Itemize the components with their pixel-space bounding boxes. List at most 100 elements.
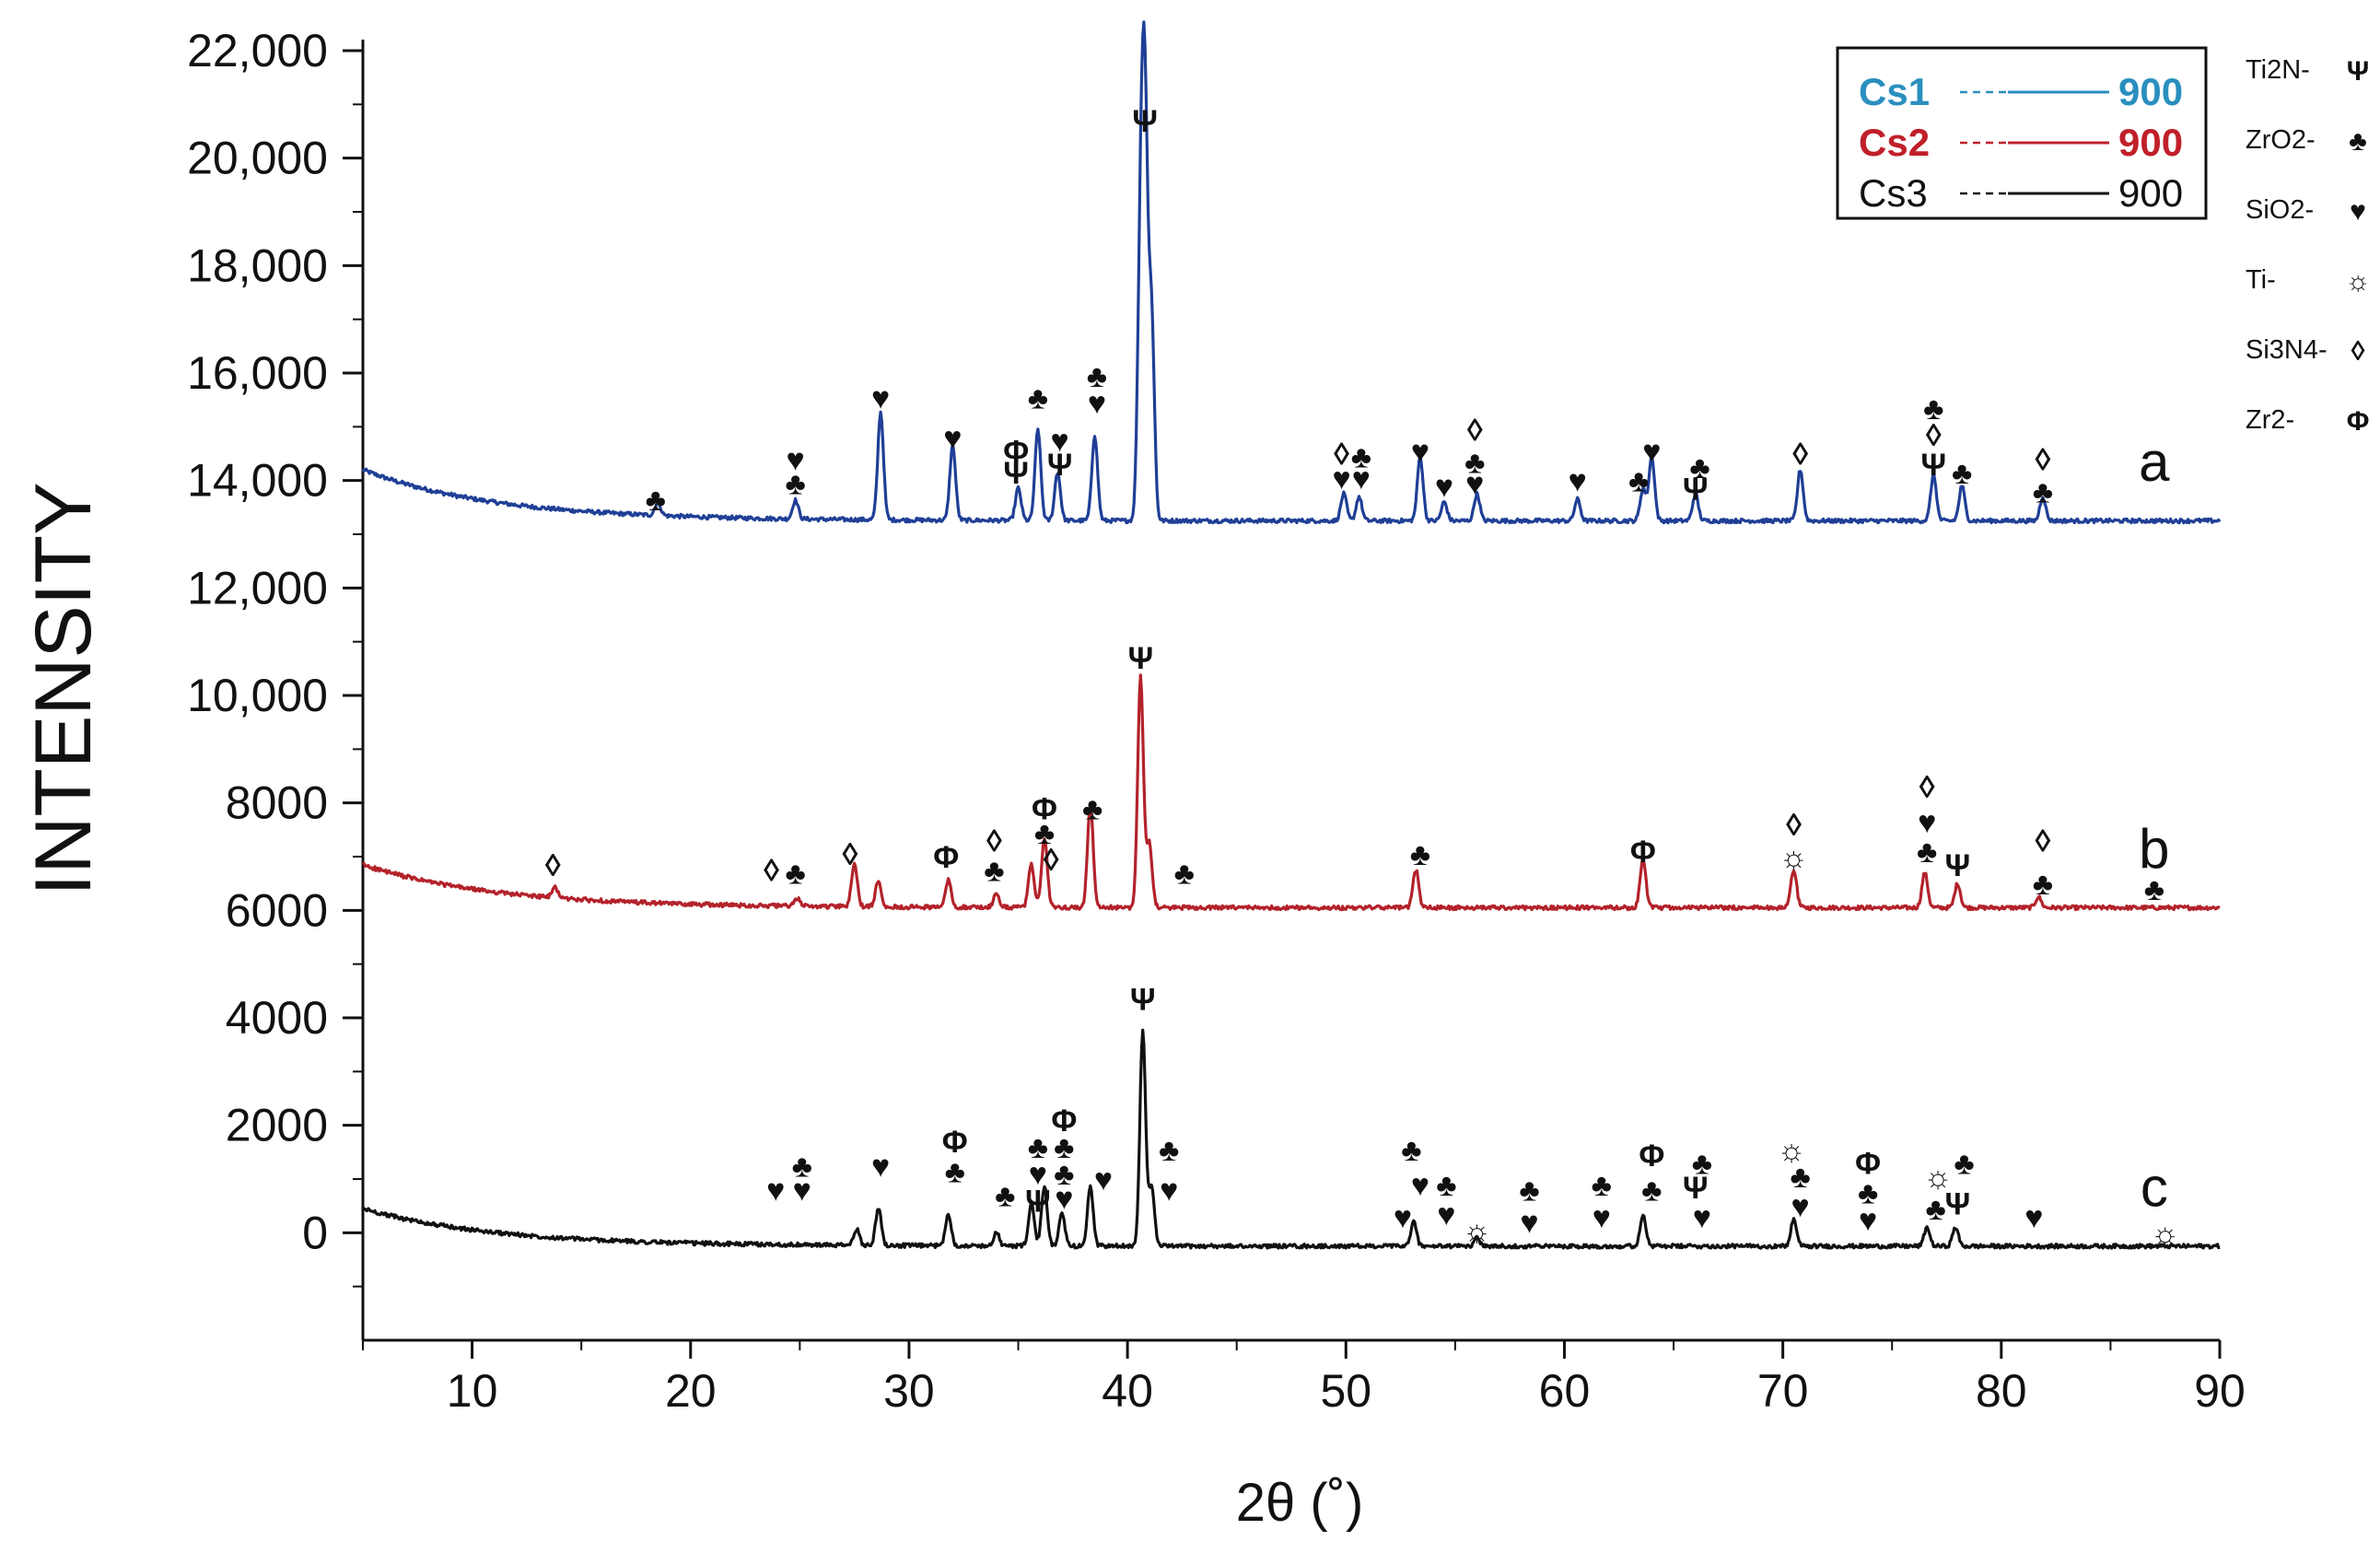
peak-marker: ♥ [766,1174,785,1209]
peak-marker: Ψ [1003,456,1029,491]
y-tick-label: 6000 [226,884,328,936]
y-tick-label: 12,000 [187,562,328,613]
peak-marker: ♣ [1592,1168,1612,1203]
legend-entry: Cs1 900 [1859,70,2183,113]
phase-key-entry: Zr2- Φ [2246,405,2369,437]
peak-marker: ♣ [646,483,666,518]
series-label-c: c [2141,1157,2168,1219]
legend-value: 900 [2118,121,2183,164]
peak-marker: ♥ [1332,461,1350,496]
peak-marker: ♥ [1859,1203,1877,1238]
peak-marker: ♣ [1351,439,1371,474]
peak-marker: ♣ [1054,1157,1074,1192]
peak-marker: Φ [933,840,959,875]
peak-marker: ♣ [785,467,805,502]
peak-marker: Ψ [1128,641,1154,676]
y-tick-label: 0 [302,1207,328,1258]
peak-marker: ♣ [1034,816,1055,851]
x-tick-label: 80 [1976,1365,2027,1417]
peak-marker: Ψ [1132,104,1158,139]
peak-marker: Φ [1051,1103,1077,1138]
peak-marker: ♣ [1410,837,1430,872]
series-line-a [361,20,2222,525]
series-layer [361,20,2222,1250]
legend-series-name: Cs2 [1859,121,1930,164]
peak-marker: ♣ [1923,391,1943,426]
y-tick-label: 18,000 [187,239,328,291]
peak-marker: ♥ [1029,1157,1047,1192]
peak-marker: ◊ [2035,824,2050,859]
peak-marker: Φ [1003,435,1029,470]
peak-marker: ♣ [1401,1133,1421,1168]
peak-marker: Φ [1855,1147,1881,1182]
peak-marker: ◊ [2035,442,2050,477]
peak-marker: ♥ [1693,1200,1711,1235]
legend: Cs1 900 Cs2 900 Cs3 900 [1836,46,2208,220]
y-tick-label: 16,000 [187,347,328,399]
peak-marker: ♥ [2024,1200,2043,1235]
phase-key-label: Zr2- [2246,405,2294,435]
x-tick-label: 20 [665,1365,717,1417]
peak-marker: Ψ [1921,448,1947,483]
legend-value: 900 [2118,70,2183,113]
peak-marker: ♣ [1159,1133,1179,1168]
phase-key-marker: ◊ [2351,336,2365,367]
peak-marker: ♥ [1088,386,1106,421]
peak-markers: ♣♥♣♥♥ ΦΨ♣♥Ψ♣♥Ψ◊♥♣♥♥♥◊♣♥ ♥ ♣♥ ♣Ψ◊♣◊Ψ ♣ ◊♣◊ ◊ ♣◊ Φ ◊… [545,104,2179,1252]
x-axis-label: 2θ (˚) [1236,1473,1364,1533]
legend-value: 900 [2118,171,2183,215]
peak-marker: ☼ [1923,1160,1952,1195]
peak-marker: Φ [1032,792,1057,827]
x-tick-label: 90 [2194,1365,2246,1417]
peak-marker: ♥ [1642,435,1661,470]
peak-marker: ♣ [1641,1174,1662,1209]
peak-marker: ♥ [1569,464,1587,499]
peak-marker: ♣ [1054,1130,1074,1165]
peak-marker: ♥ [1160,1174,1178,1209]
peak-marker: ♥ [793,1174,811,1209]
peak-marker: Φ [942,1125,968,1160]
phase-key-label: Ti- [2246,265,2276,295]
peak-marker: ♥ [1394,1200,1412,1235]
y-axis-label: INTENSITY [19,482,108,895]
peak-marker: ♣ [2144,872,2164,907]
x-tick-label: 10 [447,1365,498,1417]
peak-marker: ♣ [1692,1147,1712,1182]
peak-marker: Ψ [1130,983,1156,1018]
peak-marker: ◊ [1792,438,1808,473]
peak-marker: ◊ [1919,770,1935,805]
y-tick-label: 10,000 [187,670,328,721]
phase-key-label: Si3N4- [2246,335,2328,365]
peak-marker: ♣ [2033,867,2053,902]
peak-marker: ♣ [1917,835,1937,870]
x-tick-label: 40 [1102,1365,1153,1417]
peak-marker: ♣ [984,854,1004,889]
series-line-c [361,1028,2221,1250]
phase-key-marker: ♣ [2349,126,2367,157]
peak-marker: ♥ [787,442,805,477]
peak-marker: ♥ [1411,1168,1429,1203]
x-tick-label: 50 [1320,1365,1371,1417]
peak-marker: Ψ [1683,472,1709,507]
legend-series-name: Cs3 [1859,171,1928,215]
peak-marker: ♣ [1082,792,1102,827]
legend-box [1836,46,2208,220]
peak-marker: ♣ [1858,1176,1878,1211]
peak-marker: ☼ [1778,1133,1806,1168]
peak-marker: ♥ [1094,1162,1113,1197]
y-tick-label: 22,000 [187,25,328,76]
peak-marker: ◊ [986,824,1002,859]
peak-marker: ♣ [2033,474,2053,509]
peak-marker: ♣ [1087,359,1107,394]
peak-marker: Ψ [1025,1184,1051,1219]
peak-marker: ☼ [1463,1213,1491,1248]
peak-marker: ◊ [1786,808,1802,843]
phase-key-marker: Ψ [2347,56,2369,87]
y-tick-label: 14,000 [187,455,328,507]
peak-marker: ♣ [1628,464,1649,499]
peak-marker: ♣ [1952,456,1972,491]
peak-marker: ♣ [1519,1174,1539,1209]
phase-key-label: SiO2- [2246,195,2314,225]
peak-marker: Φ [1639,1138,1664,1174]
